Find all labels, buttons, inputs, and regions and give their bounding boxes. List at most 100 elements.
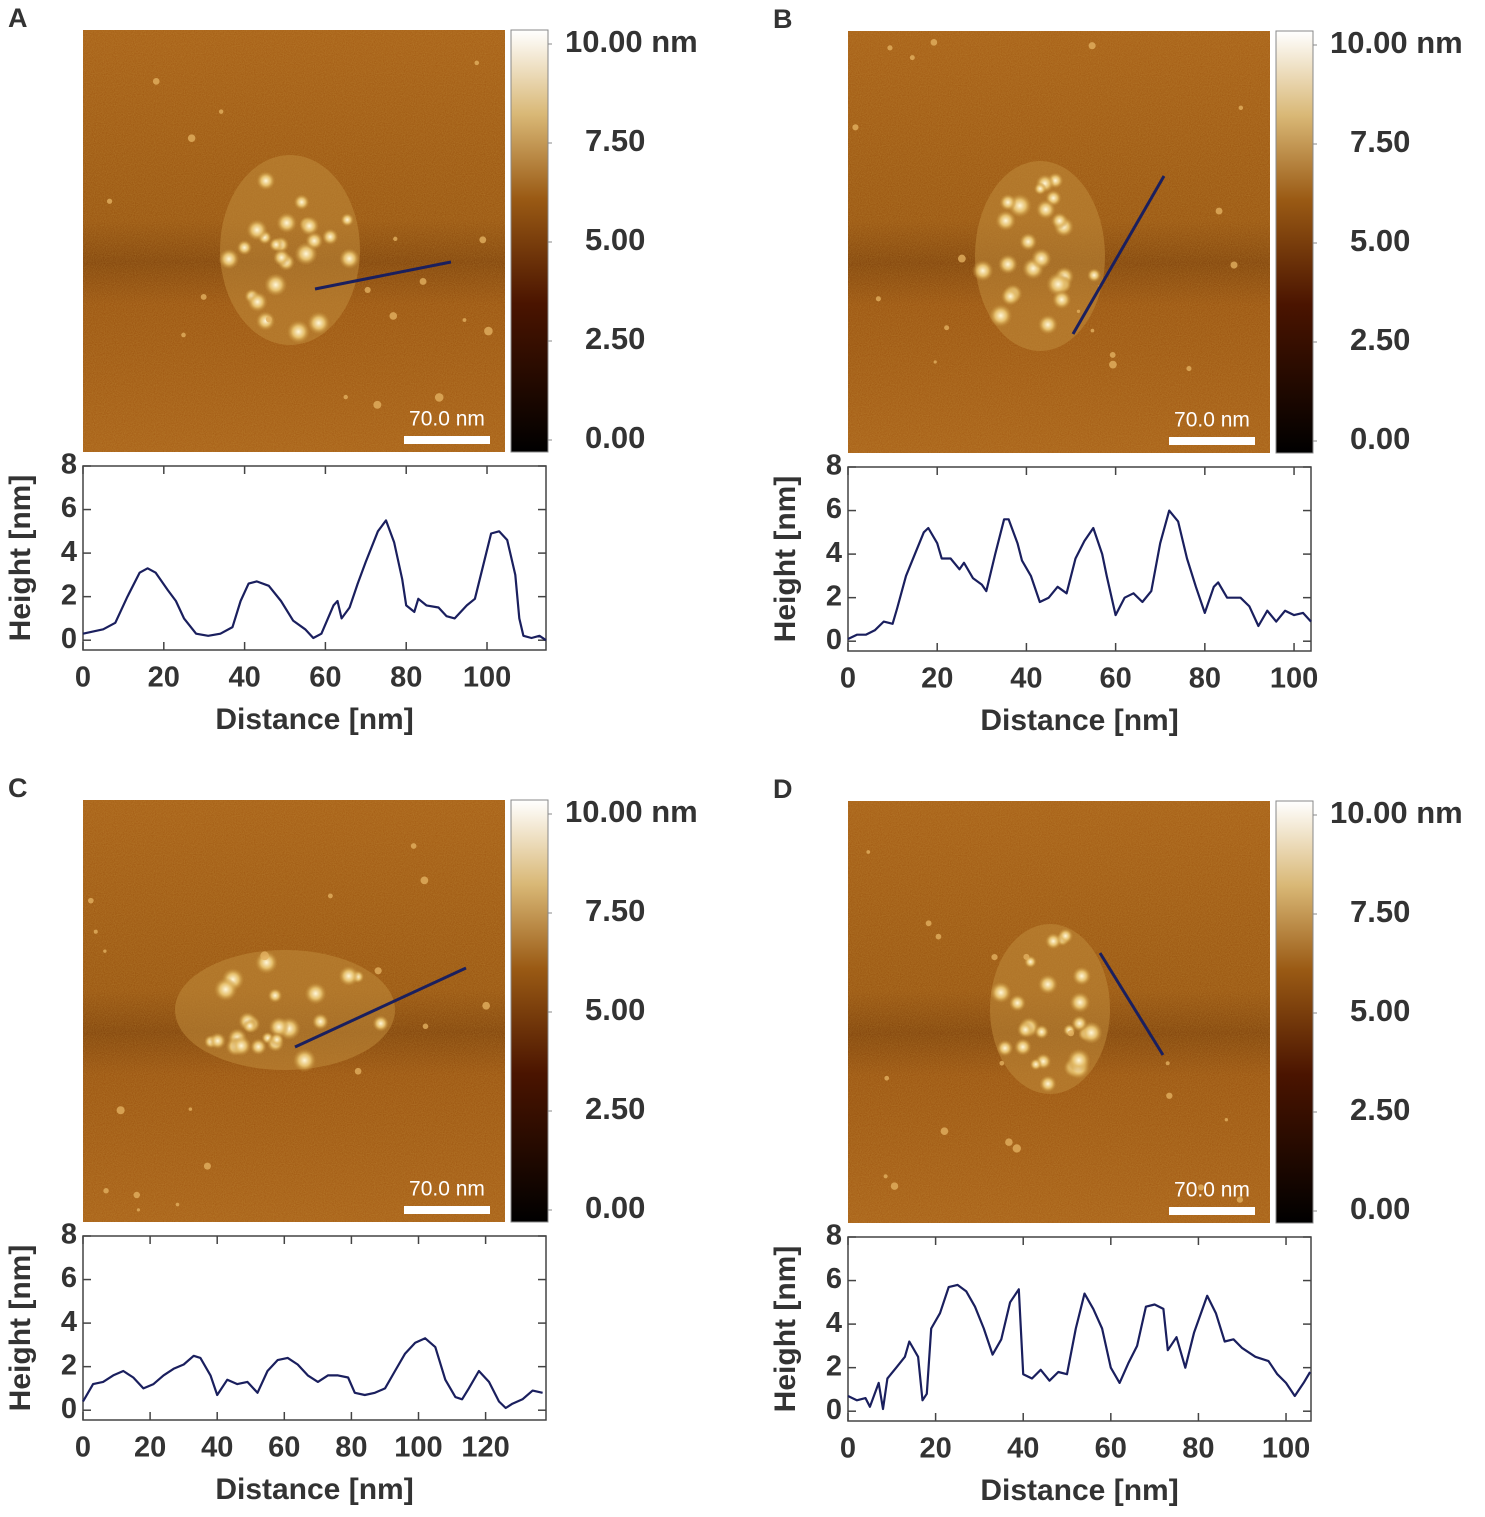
speck (410, 843, 417, 849)
x-tick-label: 60 (1099, 663, 1131, 695)
colorbar-tick-label: 10.00 nm (1330, 795, 1463, 830)
y-tick-label: 0 (61, 623, 77, 655)
x-tick-label: 120 (461, 1432, 509, 1464)
speck (265, 316, 272, 323)
speck (1067, 1030, 1075, 1037)
particle (340, 213, 354, 227)
x-tick-label: 0 (75, 1432, 91, 1464)
speck (887, 45, 893, 51)
speck (1166, 1092, 1173, 1099)
x-tick-label: 40 (1007, 1433, 1039, 1465)
particle (1037, 974, 1058, 995)
speck (393, 236, 398, 242)
speck (152, 78, 160, 85)
particle (299, 216, 320, 236)
x-tick-label: 100 (1262, 1433, 1310, 1465)
particle (972, 259, 994, 282)
speck (133, 1191, 140, 1199)
speck (106, 198, 113, 204)
speck (484, 326, 493, 336)
y-tick-label: 2 (61, 579, 77, 611)
y-tick-label: 4 (826, 1307, 842, 1339)
particle (304, 982, 327, 1005)
particle (1016, 1021, 1034, 1039)
particle (231, 1035, 252, 1056)
y-tick-label: 6 (826, 493, 842, 525)
afm-image: 70.0 nm (848, 801, 1270, 1223)
y-tick-label: 2 (826, 580, 842, 612)
particle (338, 965, 359, 987)
particle (293, 194, 310, 211)
speck (343, 394, 348, 400)
scale-bar-label: 70.0 nm (409, 408, 485, 431)
colorbar (510, 29, 549, 453)
particle (372, 1015, 389, 1032)
particle (292, 1048, 317, 1073)
speck (944, 325, 950, 331)
y-tick-label: 2 (826, 1350, 842, 1382)
profile-line (82, 519, 547, 642)
speck (420, 876, 429, 885)
colorbar-tick-label: 0.00 (1350, 1191, 1410, 1226)
colorbar-tick-label: 2.50 (585, 321, 645, 356)
speck (1197, 1184, 1204, 1191)
speck (374, 967, 382, 975)
x-tick-label: 80 (1189, 663, 1221, 695)
speck (1005, 1138, 1013, 1146)
speck (260, 951, 270, 961)
particle (1057, 928, 1074, 944)
speck (991, 954, 998, 961)
x-axis-label: Distance [nm] (980, 704, 1178, 737)
speck (1012, 1144, 1021, 1153)
particle (213, 977, 238, 1002)
speck (890, 1182, 899, 1190)
particle (269, 237, 284, 252)
speck (1088, 42, 1096, 50)
y-tick-label: 4 (826, 537, 842, 569)
speck (203, 1162, 211, 1170)
y-tick-label: 6 (826, 1263, 842, 1295)
x-tick-label: 0 (840, 663, 856, 695)
y-tick-label: 8 (826, 450, 842, 482)
speck (354, 1067, 362, 1075)
scale-bar-label: 70.0 nm (1174, 1179, 1250, 1202)
profile-path (294, 966, 467, 1049)
particle (1037, 314, 1058, 335)
x-tick-label: 40 (228, 662, 260, 694)
particle (305, 231, 324, 250)
particle (247, 291, 268, 313)
speck (482, 1001, 491, 1010)
colorbar (510, 799, 549, 1223)
x-tick-label: 60 (1095, 1433, 1127, 1465)
particle (339, 248, 360, 270)
x-tick-label: 100 (394, 1432, 442, 1464)
y-tick-label: 2 (61, 1349, 77, 1381)
speck (1165, 1061, 1170, 1066)
particle (246, 219, 268, 241)
x-tick-label: 0 (840, 1433, 856, 1465)
speck (1215, 207, 1223, 215)
particle (1071, 1015, 1088, 1032)
colorbar-tick-label: 0.00 (585, 1190, 645, 1225)
speck (103, 949, 107, 953)
profile-line (82, 1337, 543, 1410)
profile-path (1098, 952, 1165, 1056)
particle (1034, 1024, 1049, 1040)
y-axis-label: Height [nm] (769, 1246, 802, 1413)
particle (1000, 286, 1020, 306)
y-tick-label: 6 (61, 492, 77, 524)
colorbar-tick-label: 5.00 (1350, 993, 1410, 1028)
speck (422, 1023, 429, 1030)
y-tick-label: 8 (61, 1219, 77, 1251)
panel-label: B (773, 4, 793, 34)
particle (269, 1032, 284, 1047)
colorbar-tick-label: 5.00 (585, 992, 645, 1027)
speck (88, 897, 94, 904)
colorbar-tick-label: 2.50 (585, 1091, 645, 1126)
plot-frame (847, 1236, 1312, 1422)
x-tick-label: 80 (390, 662, 422, 694)
speck (188, 1107, 193, 1111)
profile-path (314, 260, 452, 291)
